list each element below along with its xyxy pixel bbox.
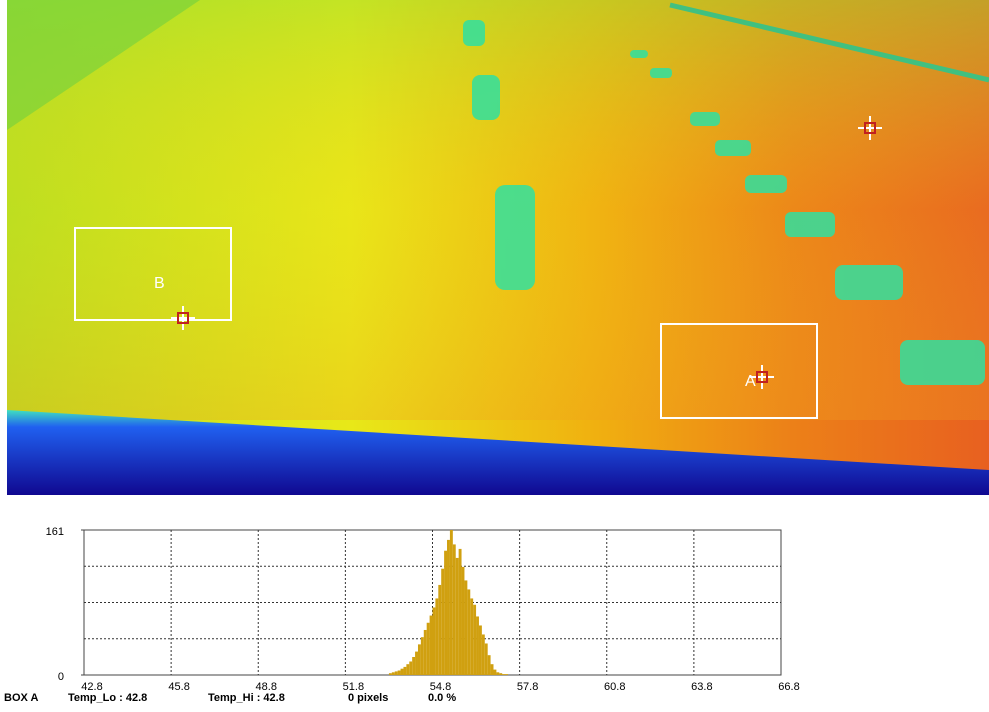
x-tick-label: 45.8 bbox=[168, 681, 189, 693]
x-tick-label: 60.8 bbox=[604, 681, 625, 693]
screen: A B 42.845.848.851.854.857.860.863.866.8… bbox=[0, 0, 989, 707]
bar bbox=[470, 598, 473, 675]
bar bbox=[444, 551, 447, 675]
status-percent: 0.0 % bbox=[428, 692, 456, 704]
bar bbox=[438, 585, 441, 675]
status-box: BOX A bbox=[4, 692, 38, 704]
bar bbox=[493, 670, 496, 675]
bar bbox=[421, 637, 424, 675]
status-temp-lo: Temp_Lo : 42.8 bbox=[68, 692, 147, 704]
bar bbox=[418, 644, 421, 675]
bar bbox=[409, 661, 412, 675]
bar bbox=[496, 672, 499, 675]
bar bbox=[464, 580, 467, 675]
bar bbox=[502, 674, 505, 675]
bar bbox=[467, 589, 470, 675]
bar bbox=[482, 634, 485, 675]
bar bbox=[505, 674, 508, 675]
bar bbox=[476, 616, 479, 675]
bar bbox=[398, 670, 401, 675]
bar bbox=[412, 657, 415, 675]
status-temp-hi: Temp_Hi : 42.8 bbox=[208, 692, 285, 704]
bar bbox=[395, 671, 398, 675]
bar bbox=[430, 616, 433, 675]
bar bbox=[435, 598, 438, 675]
bar bbox=[485, 643, 488, 675]
bar bbox=[473, 605, 476, 675]
bar bbox=[453, 544, 456, 675]
box-label: A bbox=[745, 373, 756, 390]
box-label: B bbox=[154, 275, 165, 292]
bar bbox=[401, 669, 404, 675]
bar bbox=[450, 530, 453, 675]
bar bbox=[459, 549, 462, 675]
bar bbox=[456, 558, 459, 675]
bar bbox=[415, 652, 418, 675]
bar bbox=[403, 667, 406, 675]
bar bbox=[491, 664, 494, 675]
bar bbox=[433, 607, 436, 675]
bar bbox=[499, 673, 502, 675]
x-tick-label: 66.8 bbox=[778, 681, 799, 693]
bar bbox=[427, 623, 430, 675]
bar bbox=[441, 569, 444, 675]
bar bbox=[406, 664, 409, 675]
x-tick-label: 63.8 bbox=[691, 681, 712, 693]
y-tick-label: 161 bbox=[46, 526, 64, 538]
bar bbox=[479, 625, 482, 675]
bar bbox=[392, 672, 395, 675]
bar bbox=[462, 567, 465, 675]
x-tick-label: 57.8 bbox=[517, 681, 538, 693]
status-bar: BOX A Temp_Lo : 42.8 Temp_Hi : 42.8 0 pi… bbox=[4, 692, 456, 704]
page: A B 42.845.848.851.854.857.860.863.866.8… bbox=[0, 0, 989, 712]
thermal-image: A B bbox=[7, 0, 989, 495]
status-pixels: 0 pixels bbox=[348, 692, 388, 704]
bar bbox=[488, 655, 491, 675]
y-tick-label: 0 bbox=[58, 671, 64, 683]
bar bbox=[424, 630, 427, 675]
bar bbox=[447, 540, 450, 675]
bar bbox=[389, 673, 392, 675]
